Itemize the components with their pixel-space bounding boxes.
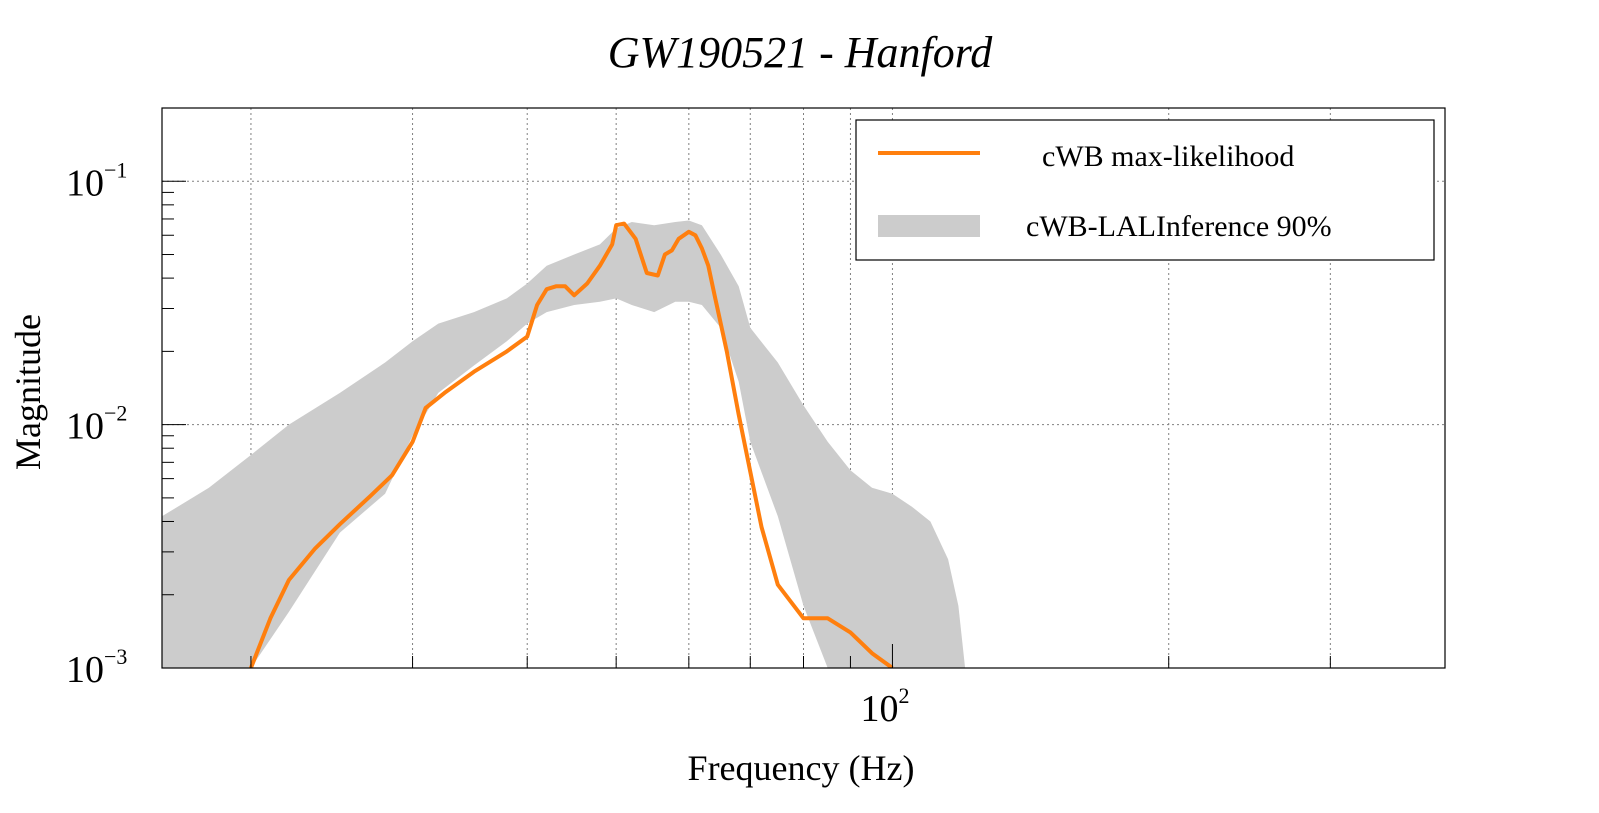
- confidence-band: [162, 220, 966, 668]
- y-tick-label-exponent: −2: [104, 401, 127, 426]
- y-tick-label: 10−1: [66, 157, 127, 204]
- x-tick-label-base: 10: [860, 688, 898, 730]
- y-tick-label-base: 10: [66, 162, 104, 204]
- legend: cWB max-likelihood cWB-LALInference 90%: [855, 119, 1435, 261]
- y-tick-label-base: 10: [66, 406, 104, 448]
- y-axis-label: Magnitude: [8, 314, 48, 470]
- chart-title: GW190521 - Hanford: [608, 28, 994, 77]
- legend-entry-max-likelihood: cWB max-likelihood: [1042, 140, 1294, 173]
- x-axis-label: Frequency (Hz): [688, 748, 915, 788]
- y-tick-label-exponent: −3: [104, 644, 127, 669]
- plot-area: [162, 220, 966, 668]
- axis-ticks: [162, 107, 1331, 669]
- x-tick-label-exponent: 2: [898, 683, 909, 708]
- legend-entry-band: cWB-LALInference 90%: [1026, 210, 1332, 243]
- max-likelihood-line: [249, 221, 894, 668]
- y-tick-label: 10−3: [66, 644, 127, 691]
- y-tick-label-base: 10: [66, 649, 104, 691]
- y-tick-label-exponent: −1: [104, 157, 127, 182]
- y-tick-label: 10−2: [66, 401, 127, 448]
- legend-swatch-band: [878, 215, 980, 237]
- x-tick-label: 102: [860, 683, 909, 730]
